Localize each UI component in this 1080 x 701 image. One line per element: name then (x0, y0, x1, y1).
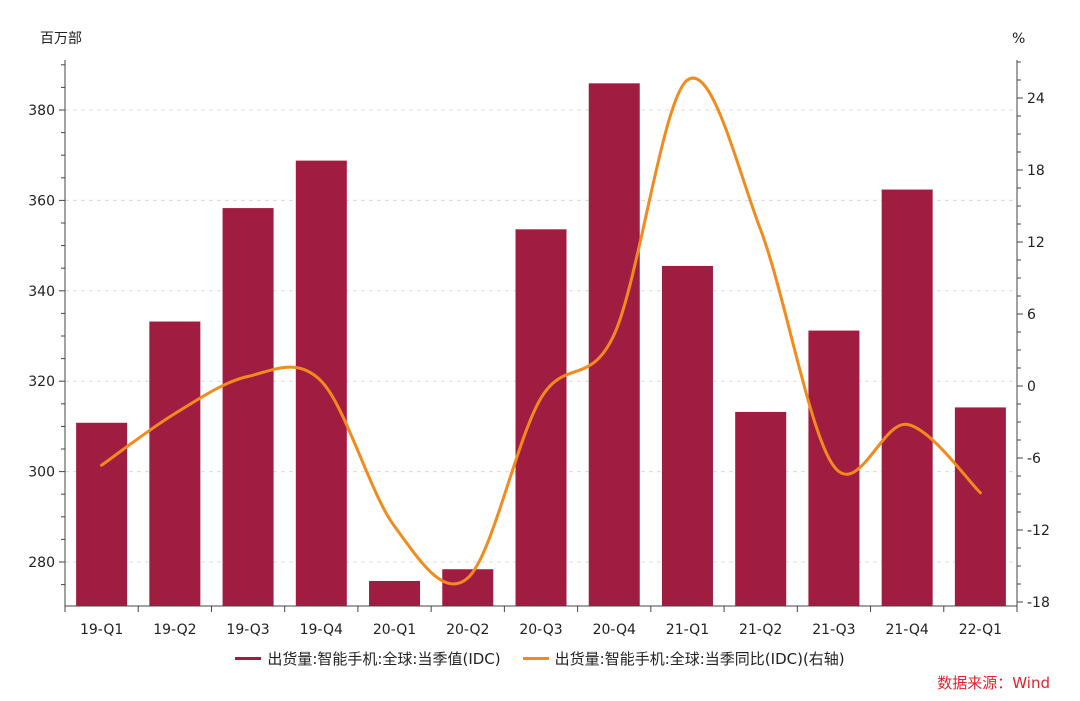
left-tick-label: 340 (28, 284, 55, 300)
left-tick-label: 380 (28, 103, 55, 119)
source-note: 数据来源：Wind (937, 674, 1050, 692)
right-tick-label: 24 (1027, 91, 1045, 107)
left-axis-unit: 百万部 (40, 31, 82, 47)
bar-series (76, 83, 1006, 607)
left-tick-label: 280 (28, 555, 55, 571)
bar-19-Q1 (76, 422, 128, 606)
bar-20-Q1 (369, 580, 421, 606)
x-tick-label: 20-Q3 (519, 622, 562, 638)
x-tick-label: 19-Q4 (300, 622, 343, 638)
bar-19-Q2 (149, 321, 201, 606)
x-tick-label: 21-Q1 (666, 622, 709, 638)
legend-label-line: 出货量:智能手机:全球:当季同比(IDC)(右轴) (554, 650, 845, 668)
left-tick-label: 320 (28, 374, 55, 390)
bar-19-Q3 (222, 208, 274, 607)
right-tick-label: -6 (1027, 451, 1041, 467)
x-tick-label: 19-Q2 (153, 622, 196, 638)
bar-21-Q4 (881, 189, 933, 606)
x-tick-label: 22-Q1 (959, 622, 1002, 638)
legend-item-line: 出货量:智能手机:全球:当季同比(IDC)(右轴) (522, 648, 845, 669)
x-tick-label: 20-Q2 (446, 622, 489, 638)
right-tick-label: 12 (1027, 235, 1045, 251)
right-axis-unit: % (1012, 31, 1025, 47)
bar-20-Q2 (442, 569, 494, 606)
right-tick-label: 6 (1027, 307, 1036, 323)
bar-20-Q4 (588, 83, 640, 606)
bar-21-Q1 (661, 265, 713, 606)
bar-21-Q2 (735, 411, 787, 606)
bar-22-Q1 (954, 407, 1006, 606)
x-tick-label: 21-Q3 (812, 622, 855, 638)
right-tick-label: -12 (1027, 523, 1050, 539)
x-tick-label: 20-Q1 (373, 622, 416, 638)
right-tick-label: 0 (1027, 379, 1036, 395)
left-tick-label: 300 (28, 465, 55, 481)
x-tick-label: 20-Q4 (593, 622, 636, 638)
right-tick-label: 18 (1027, 163, 1045, 179)
legend-label-bar: 出货量:智能手机:全球:当季值(IDC) (267, 650, 501, 668)
x-tick-label: 21-Q2 (739, 622, 782, 638)
legend: 出货量:智能手机:全球:当季值(IDC) 出货量:智能手机:全球:当季同比(ID… (0, 648, 1080, 669)
yoy-line (100, 76, 982, 586)
legend-item-bar: 出货量:智能手机:全球:当季值(IDC) (235, 648, 501, 669)
chart-svg: 280 300 320 340 360 380 24 18 12 6 0 -6 -12 -18 19-Q1 1… (28, 31, 1050, 638)
legend-swatch-bar (235, 657, 262, 660)
x-tick-label: 19-Q1 (80, 622, 123, 638)
axes: 280 300 320 340 360 380 24 18 12 6 0 -6 -12 -18 19-Q1 1… (28, 31, 1050, 638)
x-tick-label: 21-Q4 (885, 622, 928, 638)
right-tick-label: -18 (1027, 595, 1050, 611)
left-tick-label: 360 (28, 193, 55, 209)
line-series (100, 76, 982, 586)
legend-swatch-line (522, 657, 549, 660)
bar-20-Q3 (515, 229, 567, 606)
x-tick-label: 19-Q3 (226, 622, 269, 638)
